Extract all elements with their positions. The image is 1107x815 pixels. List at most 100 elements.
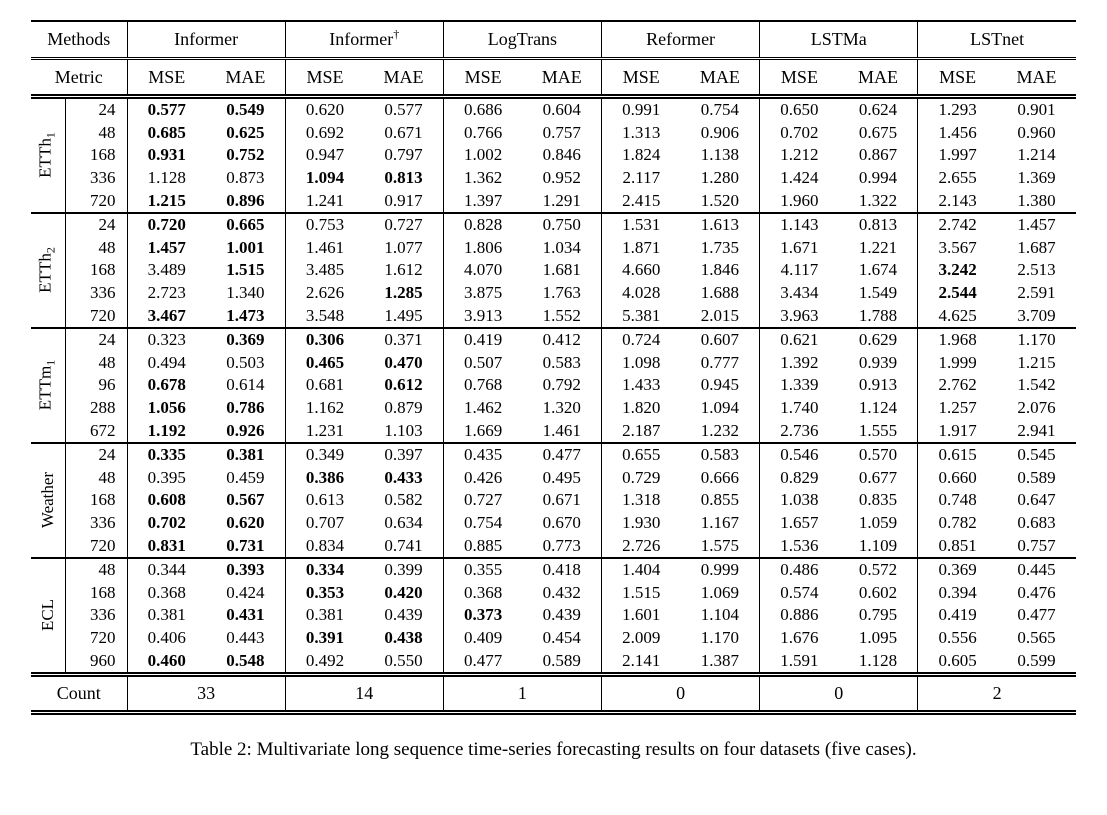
mae-column-header: MAE bbox=[364, 58, 444, 99]
metric-value-cell: 0.647 bbox=[1017, 490, 1056, 510]
metric-value-cell: 1.495 bbox=[384, 305, 423, 325]
metric-value-cell: 0.831 bbox=[126, 534, 207, 558]
metric-value-cell: 2.415 bbox=[600, 189, 681, 213]
table-row: 336 1.128 0.873 1.094 0.813 1.362 0.952 2.117 1.… bbox=[31, 166, 1076, 190]
table-row: 720 3.467 1.473 3.548 1.495 3.913 1.552 5.381 2.… bbox=[31, 304, 1076, 328]
metric-value-cell: 4.070 bbox=[442, 259, 523, 282]
mse-column-header: MSE bbox=[600, 58, 681, 99]
metric-value-cell: 0.813 bbox=[838, 211, 918, 237]
metric-value-cell: 0.670 bbox=[542, 512, 581, 532]
metric-value-cell: 1.515 bbox=[226, 260, 265, 280]
metric-value-cell: 1.457 bbox=[996, 211, 1076, 237]
metric-value-cell: 0.613 bbox=[284, 489, 365, 512]
metric-label-cell: Metric bbox=[31, 58, 127, 99]
metric-value-cell: 1.170 bbox=[700, 627, 739, 647]
metric-value-cell: 1.676 bbox=[759, 626, 839, 650]
metric-value-cell: 0.620 bbox=[284, 95, 365, 122]
sequence-length: 720 bbox=[90, 535, 116, 555]
metric-value-cell: 0.548 bbox=[226, 650, 265, 670]
metric-value-cell: 1.340 bbox=[226, 283, 265, 303]
metric-value-cell: 0.503 bbox=[226, 352, 265, 372]
metric-value-cell: 0.399 bbox=[364, 556, 444, 582]
metric-value-cell: 0.867 bbox=[858, 145, 898, 165]
count-value-logtrans: 1 bbox=[442, 671, 602, 715]
metric-value-cell: 2.143 bbox=[917, 189, 997, 213]
metric-value-cell: 0.702 bbox=[126, 511, 207, 535]
metric-value-cell: 1.369 bbox=[1017, 168, 1056, 188]
mse-column-header: MSE bbox=[284, 58, 365, 99]
method-header-logtrans: LogTrans bbox=[442, 20, 602, 60]
metric-value-cell: 0.445 bbox=[996, 556, 1076, 582]
metric-value-cell: 0.720 bbox=[126, 211, 207, 237]
metric-value-cell: 0.454 bbox=[542, 627, 581, 647]
metric-value-cell: 0.394 bbox=[917, 581, 997, 605]
metric-value-cell: 0.650 bbox=[759, 95, 839, 122]
metric-value-cell: 1.462 bbox=[442, 396, 523, 420]
metric-value-cell: 0.797 bbox=[384, 145, 423, 165]
sequence-length: 24 bbox=[65, 95, 127, 122]
sequence-length: 48 bbox=[98, 352, 116, 372]
metric-value-cell: 0.435 bbox=[442, 441, 523, 467]
metric-value-cell: 0.829 bbox=[759, 466, 839, 490]
metric-value-cell: 0.773 bbox=[542, 535, 581, 555]
metric-value-cell: 2.009 bbox=[600, 626, 681, 650]
metric-value-cell: 3.434 bbox=[759, 281, 839, 305]
metric-value-cell: 0.634 bbox=[384, 512, 423, 532]
metric-value-cell: 0.917 bbox=[384, 190, 423, 210]
metric-value-cell: 5.381 bbox=[600, 304, 681, 328]
metric-value-cell: 0.549 bbox=[206, 95, 286, 122]
metric-value-cell: 0.768 bbox=[442, 374, 523, 397]
metric-value-cell: 0.477 bbox=[1017, 605, 1056, 625]
metric-value-cell: 1.531 bbox=[600, 211, 681, 237]
table-row: 720 0.831 0.731 0.834 0.741 0.885 0.773 2.726 1.… bbox=[31, 534, 1076, 558]
metric-value-cell: 1.433 bbox=[600, 374, 681, 397]
metric-value-cell: 2.742 bbox=[917, 211, 997, 237]
metric-value-cell: 1.930 bbox=[600, 511, 681, 535]
metric-value-cell: 0.602 bbox=[858, 582, 898, 602]
count-label: Count bbox=[31, 671, 127, 715]
metric-value-cell: 0.620 bbox=[226, 512, 265, 532]
metric-value-cell: 0.999 bbox=[680, 556, 760, 582]
metric-value-cell: 0.368 bbox=[126, 581, 207, 605]
metric-value-cell: 0.757 bbox=[542, 122, 581, 142]
metric-value-cell: 1.997 bbox=[917, 144, 997, 167]
sequence-length: 336 bbox=[90, 605, 116, 625]
metric-value-cell: 1.291 bbox=[542, 190, 581, 210]
metric-value-cell: 0.702 bbox=[759, 121, 839, 145]
metric-value-cell: 0.419 bbox=[917, 604, 997, 627]
metric-value-cell: 1.763 bbox=[542, 283, 581, 303]
sequence-length: 48 bbox=[65, 556, 127, 582]
metric-value-cell: 1.575 bbox=[700, 535, 739, 555]
metric-value-cell: 0.754 bbox=[442, 511, 523, 535]
metric-value-cell: 0.507 bbox=[442, 351, 523, 375]
metric-value-cell: 0.777 bbox=[700, 352, 739, 372]
metric-value-cell: 0.677 bbox=[858, 467, 898, 487]
metric-value-cell: 0.550 bbox=[384, 650, 423, 670]
metric-value-cell: 1.687 bbox=[1017, 237, 1056, 257]
mse-column-header: MSE bbox=[442, 58, 523, 99]
metric-value-cell: 0.412 bbox=[522, 326, 602, 352]
metric-value-cell: 1.788 bbox=[858, 305, 898, 325]
metric-value-cell: 0.686 bbox=[442, 95, 523, 122]
metric-value-cell: 1.002 bbox=[442, 144, 523, 167]
metric-value-cell: 0.782 bbox=[917, 511, 997, 535]
metric-value-cell: 1.034 bbox=[542, 237, 581, 257]
metric-value-cell: 2.762 bbox=[917, 374, 997, 397]
metric-value-cell: 1.293 bbox=[917, 95, 997, 122]
sequence-length: 24 bbox=[65, 326, 127, 352]
metric-value-cell: 0.605 bbox=[917, 649, 997, 675]
metric-value-cell: 1.109 bbox=[858, 535, 898, 555]
metric-value-cell: 1.824 bbox=[600, 144, 681, 167]
metric-value-cell: 0.355 bbox=[442, 556, 523, 582]
metric-value-cell: 1.397 bbox=[442, 189, 523, 213]
metric-value-cell: 1.069 bbox=[700, 582, 739, 602]
count-value-lstnet: 2 bbox=[917, 671, 1076, 715]
count-value-lstma: 0 bbox=[759, 671, 918, 715]
metric-value-cell: 4.028 bbox=[600, 281, 681, 305]
dataset-label: Weather bbox=[31, 441, 66, 558]
metric-value-cell: 1.740 bbox=[759, 396, 839, 420]
metric-value-cell: 0.439 bbox=[384, 605, 423, 625]
metric-value-cell: 1.215 bbox=[126, 189, 207, 213]
metric-header-row: Metric MSE MAE MSE MAE MSE MAE MSE MAE M… bbox=[31, 58, 1076, 99]
metric-value-cell: 2.117 bbox=[600, 166, 681, 190]
